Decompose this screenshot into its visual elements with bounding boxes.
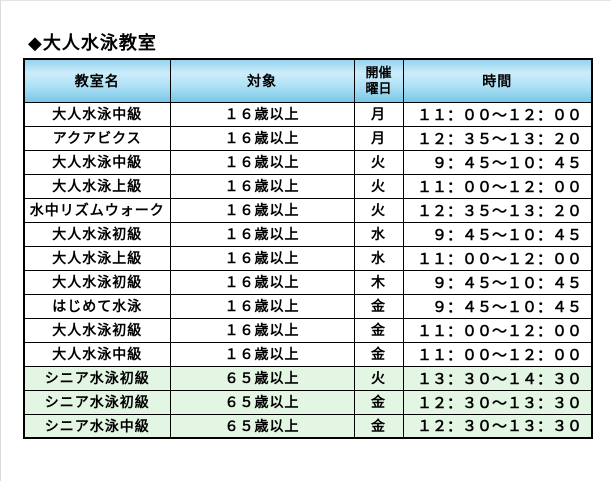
time-cell: ９：４５～１０：４５ — [402, 221, 593, 247]
time-cell: １１：００～１２：００ — [402, 317, 593, 343]
time-cell: ９：４５～１０：４５ — [402, 293, 593, 319]
table-row-senior: シニア水泳中級 ６５歳以上 金 １２：３０～１３：３０ — [23, 413, 593, 439]
table-row: はじめて水泳 １６歳以上 金 ９：４５～１０：４５ — [23, 293, 593, 319]
target-cell: １６歳以上 — [169, 149, 355, 175]
class-name-cell: シニア水泳初級 — [23, 389, 171, 415]
time-cell: １１：００～１２：００ — [402, 101, 593, 127]
target-cell: １６歳以上 — [169, 125, 355, 151]
table-row: 大人水泳初級 １６歳以上 木 ９：４５～１０：４５ — [23, 269, 593, 295]
time-cell: ９：４５～１０：４５ — [402, 269, 593, 295]
day-cell: 金 — [353, 389, 404, 415]
page-title: ◆大人水泳教室 — [28, 33, 157, 53]
class-name-cell: 大人水泳中級 — [23, 101, 171, 127]
time-cell: １２：３５～１３：２０ — [402, 125, 593, 151]
target-cell: １６歳以上 — [169, 221, 355, 247]
class-name-cell: シニア水泳初級 — [23, 365, 171, 391]
day-cell: 金 — [353, 293, 404, 319]
day-cell: 金 — [353, 413, 404, 439]
class-name-cell: 大人水泳上級 — [23, 245, 171, 271]
table-row-senior: シニア水泳初級 ６５歳以上 金 １２：３０～１３：３０ — [23, 389, 593, 415]
col-header-day-line2: 曜日 — [365, 80, 392, 96]
time-cell: １２：３５～１３：２０ — [402, 197, 593, 223]
time-cell: １１：００～１２：００ — [402, 245, 593, 271]
target-cell: １６歳以上 — [169, 245, 355, 271]
class-name-cell: 大人水泳初級 — [23, 317, 171, 343]
day-cell: 火 — [353, 149, 404, 175]
class-name-cell: 大人水泳中級 — [23, 341, 171, 367]
day-cell: 金 — [353, 317, 404, 343]
class-name-cell: 水中リズムウォーク — [23, 197, 171, 223]
table-row: 大人水泳中級 １６歳以上 火 ９：４５～１０：４５ — [23, 149, 593, 175]
day-cell: 水 — [353, 221, 404, 247]
table-body: 大人水泳中級 １６歳以上 月 １１：００～１２：００ アクアビクス １６歳以上 … — [23, 101, 593, 439]
col-header-target: 対象 — [169, 58, 355, 103]
time-cell: １２：３０～１３：３０ — [402, 389, 593, 415]
target-cell: ６５歳以上 — [169, 413, 355, 439]
col-header-day-line1: 開催 — [365, 64, 392, 80]
table-row: アクアビクス １６歳以上 月 １２：３５～１３：２０ — [23, 125, 593, 151]
day-cell: 火 — [353, 173, 404, 199]
time-cell: １１：００～１２：００ — [402, 173, 593, 199]
day-cell: 火 — [353, 197, 404, 223]
day-cell: 火 — [353, 365, 404, 391]
class-name-cell: 大人水泳中級 — [23, 149, 171, 175]
class-name-cell: アクアビクス — [23, 125, 171, 151]
class-name-cell: 大人水泳初級 — [23, 269, 171, 295]
col-header-class-name: 教室名 — [23, 58, 171, 103]
target-cell: １６歳以上 — [169, 101, 355, 127]
table-row: 大人水泳上級 １６歳以上 火 １１：００～１２：００ — [23, 173, 593, 199]
day-cell: 木 — [353, 269, 404, 295]
time-cell: １１：００～１２：００ — [402, 341, 593, 367]
day-cell: 水 — [353, 245, 404, 271]
target-cell: １６歳以上 — [169, 293, 355, 319]
table-row: 大人水泳中級 １６歳以上 月 １１：００～１２：００ — [23, 101, 593, 127]
day-cell: 月 — [353, 101, 404, 127]
col-header-day: 開催 曜日 — [353, 58, 404, 103]
table-row: 大人水泳初級 １６歳以上 金 １１：００～１２：００ — [23, 317, 593, 343]
table-row: 大人水泳中級 １６歳以上 金 １１：００～１２：００ — [23, 341, 593, 367]
time-cell: １３：３０～１４：３０ — [402, 365, 593, 391]
table-row: 大人水泳初級 １６歳以上 水 ９：４５～１０：４５ — [23, 221, 593, 247]
table-header: 教室名 対象 開催 曜日 時間 — [23, 58, 593, 103]
target-cell: １６歳以上 — [169, 173, 355, 199]
target-cell: １６歳以上 — [169, 269, 355, 295]
col-header-time: 時間 — [402, 58, 593, 103]
class-name-cell: 大人水泳初級 — [23, 221, 171, 247]
time-cell: １２：３０～１３：３０ — [402, 413, 593, 439]
class-name-cell: 大人水泳上級 — [23, 173, 171, 199]
header-row: 教室名 対象 開催 曜日 時間 — [23, 58, 593, 103]
target-cell: １６歳以上 — [169, 317, 355, 343]
target-cell: ６５歳以上 — [169, 389, 355, 415]
day-cell: 金 — [353, 341, 404, 367]
time-cell: ９：４５～１０：４５ — [402, 149, 593, 175]
target-cell: １６歳以上 — [169, 341, 355, 367]
class-name-cell: はじめて水泳 — [23, 293, 171, 319]
class-name-cell: シニア水泳中級 — [23, 413, 171, 439]
class-schedule-table: 教室名 対象 開催 曜日 時間 大人水泳中級 １６歳以上 月 １１：００～１２：… — [23, 58, 593, 439]
target-cell: ６５歳以上 — [169, 365, 355, 391]
table-row: 大人水泳上級 １６歳以上 水 １１：００～１２：００ — [23, 245, 593, 271]
table-row-senior: シニア水泳初級 ６５歳以上 火 １３：３０～１４：３０ — [23, 365, 593, 391]
target-cell: １６歳以上 — [169, 197, 355, 223]
day-cell: 月 — [353, 125, 404, 151]
table-row: 水中リズムウォーク １６歳以上 火 １２：３５～１３：２０ — [23, 197, 593, 223]
